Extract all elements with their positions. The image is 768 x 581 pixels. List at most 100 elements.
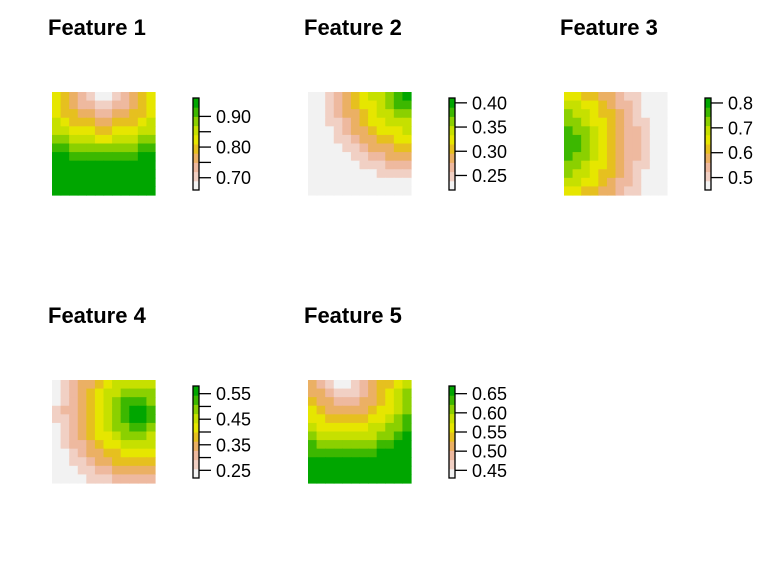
heatmap-cell bbox=[146, 143, 156, 153]
heatmap-cell bbox=[316, 92, 326, 102]
heatmap-cell bbox=[308, 100, 318, 110]
colorbar-tick-label: 0.45 bbox=[472, 461, 507, 481]
heatmap-cell bbox=[350, 405, 361, 415]
heatmap-cell bbox=[402, 186, 412, 196]
heatmap-cell bbox=[103, 422, 113, 433]
heatmap-cell bbox=[350, 92, 361, 102]
heatmap-cell bbox=[606, 100, 617, 110]
heatmap-cell bbox=[146, 465, 156, 476]
heatmap-cell bbox=[641, 152, 651, 162]
heatmap-cell bbox=[146, 422, 156, 433]
heatmap-cell bbox=[350, 143, 361, 153]
heatmap-cell bbox=[333, 117, 343, 127]
colorbar-segment bbox=[449, 455, 455, 458]
heatmap-cell bbox=[342, 143, 352, 153]
panel-1: Feature 1 0.70 0.80 0.90 bbox=[48, 15, 251, 196]
heatmap-cell bbox=[368, 100, 378, 110]
heatmap-cell bbox=[376, 474, 386, 484]
heatmap-cell bbox=[137, 397, 148, 407]
heatmap-cell bbox=[350, 448, 361, 458]
heatmap-cell bbox=[120, 397, 130, 407]
heatmap-cell bbox=[308, 177, 318, 188]
colorbar-segment bbox=[705, 104, 711, 108]
heatmap-cell bbox=[60, 405, 70, 415]
heatmap-cell bbox=[308, 388, 318, 398]
heatmap-cell bbox=[325, 440, 335, 450]
heatmap-cell bbox=[342, 92, 352, 102]
heatmap-cell bbox=[112, 117, 122, 127]
heatmap-cell bbox=[333, 397, 343, 407]
heatmap-cell bbox=[342, 380, 352, 390]
heatmap-cell bbox=[368, 143, 378, 153]
colorbar-segment bbox=[705, 100, 711, 104]
colorbar-segment bbox=[193, 157, 199, 161]
heatmap-cell bbox=[52, 388, 62, 398]
heatmap-cell bbox=[52, 152, 62, 162]
heatmap-cell bbox=[60, 126, 70, 136]
heatmap-cell bbox=[606, 177, 617, 188]
panel-title: Feature 1 bbox=[48, 15, 146, 40]
colorbar-segment bbox=[705, 164, 711, 168]
heatmap-cell bbox=[376, 380, 386, 390]
heatmap-cell bbox=[350, 457, 361, 467]
colorbar-segment bbox=[193, 434, 199, 438]
heatmap-cell bbox=[77, 397, 87, 407]
heatmap-cell bbox=[649, 186, 660, 196]
heatmap-cell bbox=[376, 186, 386, 196]
heatmap-cell bbox=[69, 100, 79, 110]
heatmap-cell bbox=[129, 405, 139, 415]
heatmap-cell bbox=[112, 397, 122, 407]
heatmap-cell bbox=[342, 100, 352, 110]
heatmap-cell bbox=[112, 465, 122, 476]
heatmap-cell bbox=[624, 169, 634, 179]
heatmap-cell bbox=[52, 169, 62, 179]
heatmap-cell bbox=[564, 152, 574, 162]
heatmap-cell bbox=[112, 440, 122, 450]
heatmap-cell bbox=[137, 109, 148, 119]
heatmap-cell bbox=[402, 100, 412, 110]
colorbar-tick-label: 0.50 bbox=[472, 442, 507, 462]
colorbar-frame bbox=[448, 97, 456, 191]
heatmap-cell bbox=[129, 126, 139, 136]
heatmap-cell bbox=[103, 100, 113, 110]
heatmap-cell bbox=[325, 431, 335, 441]
heatmap-cell bbox=[572, 186, 582, 196]
heatmap-cell bbox=[103, 414, 113, 424]
heatmap-cell bbox=[86, 160, 96, 170]
heatmap-cell bbox=[52, 448, 62, 458]
heatmap-cell bbox=[120, 422, 130, 433]
heatmap-cell bbox=[368, 117, 378, 127]
heatmap-cell bbox=[129, 431, 139, 441]
heatmap-cell bbox=[589, 126, 599, 136]
heatmap-cell bbox=[146, 186, 156, 196]
heatmap-cell bbox=[376, 397, 386, 407]
heatmap-cell bbox=[402, 388, 412, 398]
heatmap-cell bbox=[137, 448, 148, 458]
heatmap-cell bbox=[316, 134, 326, 145]
heatmap-cell bbox=[402, 380, 412, 390]
heatmap-cell bbox=[333, 448, 343, 458]
colorbar-segment bbox=[193, 164, 199, 168]
heatmap-cell bbox=[589, 186, 599, 196]
heatmap-cell bbox=[60, 380, 70, 390]
heatmap-cell bbox=[572, 117, 582, 127]
colorbar-segment bbox=[705, 107, 711, 110]
heatmap-cell bbox=[333, 126, 343, 136]
heatmap-cell bbox=[606, 109, 617, 119]
heatmap-cell bbox=[69, 117, 79, 127]
colorbar-segment bbox=[449, 150, 455, 154]
heatmap-cell bbox=[112, 126, 122, 136]
colorbar-segment bbox=[193, 461, 199, 465]
heatmap-cell bbox=[402, 474, 412, 484]
heatmap-cell bbox=[103, 380, 113, 390]
heatmap-cell bbox=[316, 388, 326, 398]
heatmap-cell bbox=[564, 117, 574, 127]
heatmap-cell bbox=[146, 474, 156, 484]
heatmap-cell bbox=[77, 109, 87, 119]
colorbar-segment bbox=[705, 130, 711, 133]
heatmap-cell bbox=[129, 109, 139, 119]
heatmap-cell bbox=[129, 143, 139, 153]
heatmap-cell bbox=[402, 143, 412, 153]
heatmap-cell bbox=[402, 152, 412, 162]
